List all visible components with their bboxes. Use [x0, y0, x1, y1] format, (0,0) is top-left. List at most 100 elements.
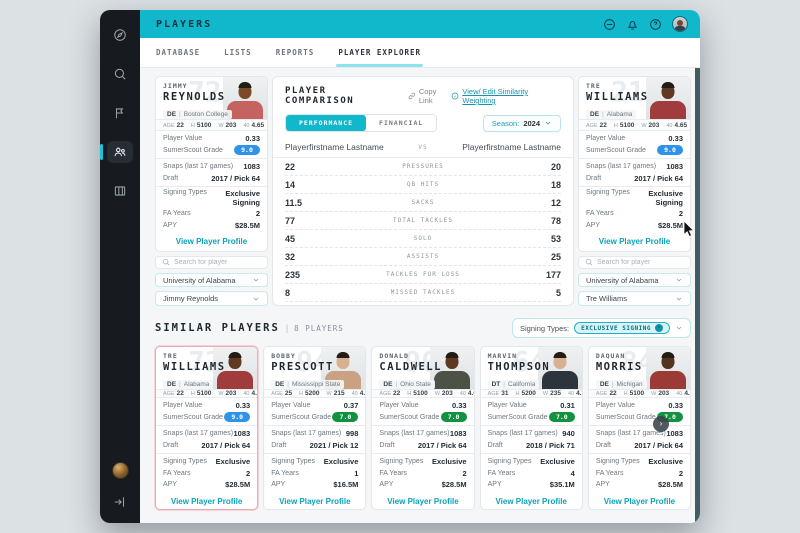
school-label: Mississippi State — [291, 381, 341, 388]
grade-row: SumerScout Grade 9.0 — [163, 145, 260, 157]
player-search-input[interactable] — [155, 255, 268, 269]
player-select-1[interactable]: Tre Williams — [578, 291, 691, 306]
tab-0[interactable]: DATABASE — [156, 38, 200, 67]
help-icon[interactable] — [649, 18, 662, 31]
chevron-down-icon — [253, 297, 259, 301]
logout-icon[interactable] — [107, 491, 133, 513]
grade-badge: 7.0 — [440, 412, 467, 423]
draft-row: Draft 2018 / Pick 71 — [487, 440, 575, 450]
position-badge: DT — [491, 381, 501, 388]
comparison-row-7: 8 MISSED TACKLES 5 — [285, 284, 561, 302]
position-badge: DE — [590, 111, 600, 118]
search-field[interactable] — [174, 258, 261, 266]
search-icon — [163, 259, 170, 266]
player-card-0: 72 JIMMY REYNOLDS DE | — [155, 76, 268, 252]
tab-3[interactable]: PLAYER EXPLORER — [336, 38, 423, 67]
player-count: 8 PLAYERS — [294, 324, 344, 333]
signing-row: Signing Types Exclusive — [379, 457, 467, 467]
signing-row: Signing Types Exclusive — [163, 457, 251, 467]
search-icon[interactable] — [107, 63, 133, 85]
snaps-row: Snaps (last 17 games) 998 — [271, 429, 359, 439]
similar-player-card-1: 94 BOBBY PRESCOTT DE | Missi — [263, 346, 367, 510]
similar-player-card-3: 64 MARVIN THOMPSON DT | Cali — [479, 346, 583, 510]
similar-player-card-4: 84 DAQUAN MORRIS DE | Michig — [587, 346, 692, 510]
similar-players-header: SIMILAR PLAYERS | 8 PLAYERS Signing Type… — [155, 317, 691, 339]
school-label: Ohio State — [400, 381, 431, 388]
carousel-next-button[interactable]: › — [653, 416, 669, 432]
school-label: Alabama — [606, 111, 633, 118]
grade-row: SumerScout Grade 7.0 — [271, 412, 359, 424]
grade-badge: 7.0 — [657, 412, 684, 423]
grade-badge: 9.0 — [657, 145, 683, 156]
school-label: California — [507, 381, 536, 388]
view-player-profile-link[interactable]: View Player Profile — [170, 496, 243, 506]
view-player-profile-link[interactable]: View Player Profile — [387, 496, 459, 506]
grade-row: SumerScout Grade 9.0 — [586, 145, 683, 157]
school-label: Michigan — [616, 381, 643, 388]
search-field[interactable] — [597, 258, 684, 266]
signing-types-filter[interactable]: Signing Types: EXCLUSIVE SIGNING × — [512, 318, 691, 338]
filter-chip: EXCLUSIVE SIGNING × — [574, 322, 670, 334]
team-logo — [111, 462, 129, 479]
player-search-input[interactable] — [578, 255, 691, 269]
player-value-row: Player Value 0.33 — [586, 134, 683, 144]
player-select-0[interactable]: Jimmy Reynolds — [155, 291, 268, 306]
tab-label: REPORTS — [275, 48, 315, 57]
draft-row: Draft 2017 / Pick 64 — [586, 173, 683, 183]
performance-tab[interactable]: PERFORMANCE — [286, 115, 367, 131]
position-school: DE | Boston College — [163, 110, 232, 119]
copy-link-button[interactable]: Copy Link — [408, 87, 451, 105]
fa-years-row: FA Years 4 — [487, 468, 575, 478]
player-value-row: Player Value 0.37 — [271, 401, 359, 411]
performance-financial-toggle: PERFORMANCE FINANCIAL — [285, 114, 438, 132]
snaps-row: Snaps (last 17 games) 1083 — [163, 429, 251, 439]
fa-years-row: FA Years 2 — [163, 468, 251, 478]
signing-row: Signing Types Exclusive — [487, 457, 575, 467]
tab-1[interactable]: LISTS — [224, 38, 252, 67]
grade-badge: 9.0 — [234, 145, 260, 156]
position-badge: DE — [167, 111, 177, 118]
view-player-profile-link[interactable]: View Player Profile — [495, 496, 567, 506]
grade-row: SumerScout Grade 7.0 — [488, 412, 575, 424]
settings-icon[interactable] — [603, 18, 616, 31]
similarity-weighting-link[interactable]: View/ Edit Similarity Weighting — [451, 87, 561, 105]
apy-row: APY $35.1M — [487, 480, 575, 490]
player-last-name: MORRIS — [595, 361, 643, 373]
tab-label: PLAYER EXPLORER — [338, 48, 422, 57]
comparison-row-8: 1 FORCED FUMBLES 5 — [285, 302, 561, 305]
grade-badge: 7.0 — [548, 412, 575, 423]
compass-icon[interactable] — [107, 24, 133, 46]
tab-label: DATABASE — [156, 48, 201, 57]
notifications-icon[interactable] — [626, 18, 639, 31]
position-school: DE | Ohio State — [379, 380, 435, 389]
app-window: PLAYERS DATABASE — [100, 10, 700, 523]
school-select-1[interactable]: University of Alabama — [578, 272, 691, 288]
comparison-row-6: 235 TACKLES FOR LOSS 177 — [285, 266, 561, 284]
view-player-profile-link[interactable]: View Player Profile — [603, 496, 676, 506]
table-icon[interactable] — [107, 180, 133, 202]
remove-filter-icon[interactable]: × — [655, 324, 663, 332]
view-player-profile-link[interactable]: View Player Profile — [175, 236, 248, 246]
flag-icon[interactable] — [107, 102, 133, 124]
view-player-profile-link[interactable]: View Player Profile — [598, 236, 671, 246]
school-select-0[interactable]: University of Alabama — [155, 272, 268, 288]
page-title: PLAYERS — [156, 18, 213, 30]
comparison-row-4: 45 SOLO 53 — [285, 230, 561, 248]
view-player-profile-link[interactable]: View Player Profile — [279, 496, 351, 506]
season-select[interactable]: Season: 2024 — [482, 114, 561, 132]
scrollbar[interactable] — [695, 68, 700, 523]
player-value-row: Player Value 0.31 — [487, 401, 575, 411]
fa-years-row: FA Years 1 — [271, 468, 359, 478]
user-avatar[interactable] — [672, 16, 688, 32]
player-first-name: MARVIN — [487, 352, 518, 360]
apy-row: APY $28.5M — [163, 480, 251, 490]
player-last-name: REYNOLDS — [163, 91, 226, 103]
comparison-section: 72 JIMMY REYNOLDS DE | — [155, 76, 691, 306]
tab-2[interactable]: REPORTS — [276, 38, 315, 67]
jersey-number-watermark: 21 — [611, 76, 645, 108]
financial-tab[interactable]: FINANCIAL — [366, 115, 437, 131]
players-icon[interactable] — [100, 141, 133, 163]
